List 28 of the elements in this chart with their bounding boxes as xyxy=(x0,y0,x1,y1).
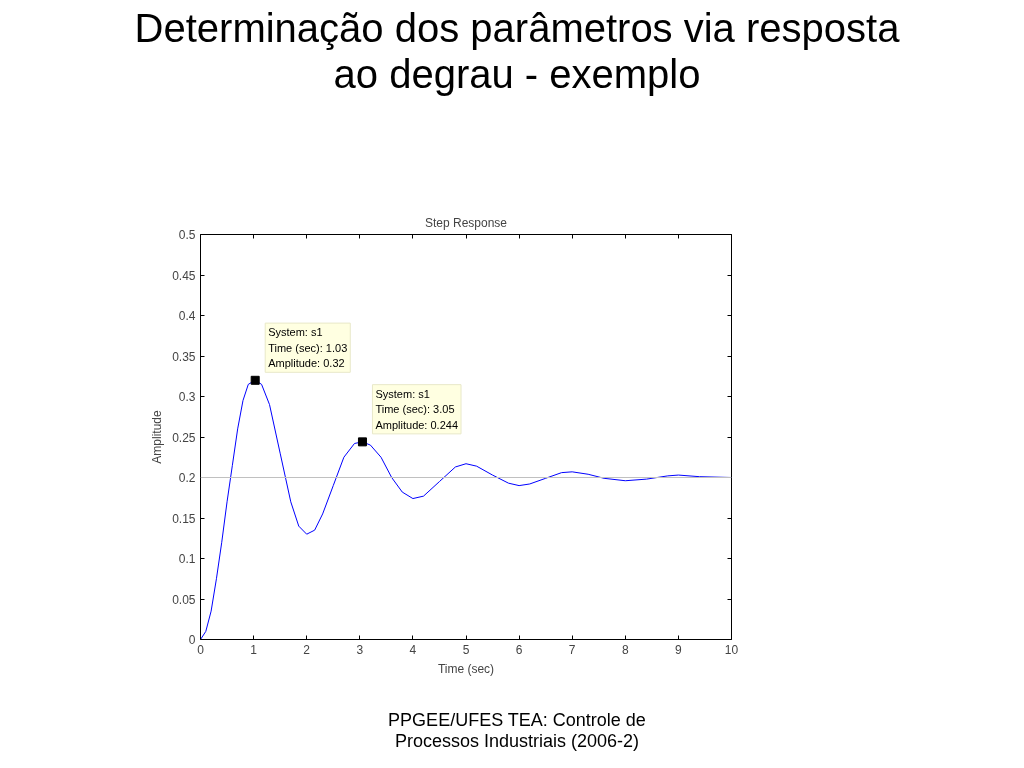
x-tick-label: 7 xyxy=(568,642,576,657)
y-tick-label: 0.15 xyxy=(172,511,196,526)
x-tick-label: 6 xyxy=(515,642,523,657)
y-tick-label: 0.4 xyxy=(178,309,196,323)
x-tick-label: 2 xyxy=(303,642,311,657)
y-tick-label: 0.35 xyxy=(172,349,196,364)
x-tick-label: 1 xyxy=(250,642,258,657)
chart-title: Determinação dos parâmetros via resposta ao degrau - exemplo xyxy=(134,5,900,97)
annotation: System: s1 Time (sec): 1.03 Amplitude: 0.32 xyxy=(268,326,348,370)
y-tick-label: 0 xyxy=(188,633,196,647)
x-tick-label: 10 xyxy=(724,642,739,657)
y-tick-label: 0.05 xyxy=(172,592,196,607)
text: PPGEE/UFES TEA: Controle de Processos Industriais (2006-2) xyxy=(388,710,646,752)
y-tick-label: 0.1 xyxy=(178,552,196,566)
x-tick-label: 9 xyxy=(675,642,683,657)
x-axis-title: Time (sec) xyxy=(437,661,495,676)
x-tick-label: 5 xyxy=(462,642,470,657)
y-tick-label: 0.5 xyxy=(178,228,196,242)
x-tick-label: 3 xyxy=(356,642,364,657)
y-tick-label: 0.45 xyxy=(172,268,196,283)
chart-subtitle: Step Response xyxy=(424,215,508,230)
y-tick-label: 0.25 xyxy=(172,430,196,445)
y-tick-label: 0.2 xyxy=(178,471,196,485)
y-axis-title: Amplitude xyxy=(150,409,165,464)
x-tick-label: 8 xyxy=(621,642,629,657)
y-tick-label: 0.3 xyxy=(178,390,196,404)
x-tick-label: 4 xyxy=(409,642,417,657)
annotation: System: s1 Time (sec): 3.05 Amplitude: 0.244 xyxy=(375,387,459,431)
